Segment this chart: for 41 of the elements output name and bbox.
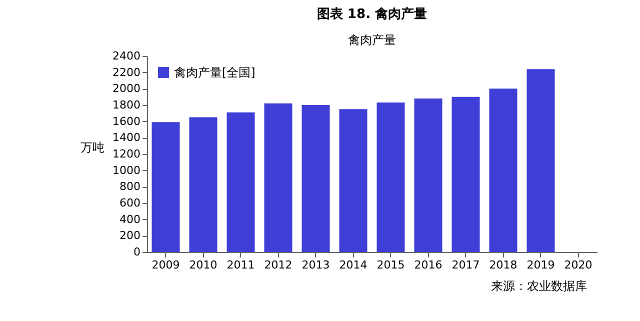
- x-tick-label: 2014: [339, 258, 368, 272]
- y-tick-label: 1800: [112, 98, 140, 112]
- bar: [339, 109, 368, 252]
- x-tick-label: 2019: [526, 258, 555, 272]
- bar: [489, 88, 518, 252]
- bar: [302, 105, 330, 252]
- bar: [414, 98, 442, 252]
- x-tick-label: 2020: [564, 258, 592, 272]
- y-tick-label: 2200: [112, 66, 140, 79]
- bar: [226, 112, 255, 252]
- y-tick-label: 200: [120, 229, 140, 242]
- x-tick-label: 2017: [452, 258, 480, 272]
- y-tick-label: 600: [120, 196, 140, 210]
- bar: [452, 96, 480, 252]
- chart-title: 图表 18. 禽肉产量: [316, 6, 428, 22]
- x-tick-label: 2010: [189, 258, 218, 272]
- x-tick-label: 2011: [226, 258, 255, 272]
- y-tick-label: 1000: [112, 164, 140, 177]
- x-tick-label: 2012: [264, 258, 292, 272]
- bar: [264, 103, 292, 252]
- legend-label: 禽肉产量[全国]: [174, 66, 256, 80]
- chart-subtitle: 禽肉产量: [348, 33, 396, 47]
- x-tick-label: 2016: [414, 258, 442, 272]
- y-tick-label: 2000: [112, 82, 140, 96]
- y-tick-label: 1600: [112, 114, 140, 128]
- x-tick-label: 2018: [489, 258, 518, 272]
- y-tick-label: 800: [120, 180, 140, 194]
- y-tick-label: 2400: [112, 50, 140, 62]
- bar: [526, 69, 555, 252]
- x-tick-label: 2009: [152, 258, 180, 272]
- bar: [189, 117, 218, 252]
- source-note: 来源：农业数据库: [491, 279, 587, 293]
- y-tick-label: 0: [134, 246, 140, 258]
- y-tick-label: 400: [120, 212, 140, 226]
- bar: [152, 122, 180, 252]
- x-tick-label: 2013: [302, 258, 330, 272]
- y-tick-label: 1400: [112, 131, 140, 144]
- x-tick-label: 2015: [376, 258, 405, 272]
- y-axis-title: 万吨: [80, 140, 104, 154]
- bar: [376, 102, 405, 252]
- y-tick-label: 1200: [112, 148, 140, 160]
